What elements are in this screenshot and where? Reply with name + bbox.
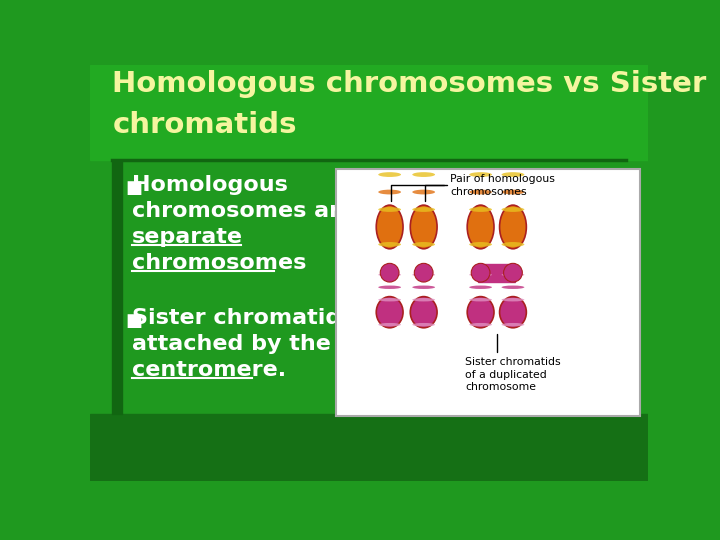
Ellipse shape [410, 205, 437, 249]
Bar [90, 414, 648, 481]
Ellipse shape [467, 205, 494, 249]
Text: Homologous chromosomes vs Sister: Homologous chromosomes vs Sister [112, 70, 706, 98]
Ellipse shape [469, 242, 492, 247]
Text: ■: ■ [125, 312, 142, 330]
Ellipse shape [413, 310, 435, 314]
Ellipse shape [469, 207, 492, 212]
Ellipse shape [469, 310, 492, 314]
Ellipse shape [469, 190, 492, 194]
Ellipse shape [502, 225, 524, 230]
Ellipse shape [500, 205, 526, 249]
Text: Pair of homologous
chromosomes: Pair of homologous chromosomes [392, 174, 555, 201]
Bar [112, 160, 122, 414]
Ellipse shape [378, 286, 401, 289]
Bar [478, 264, 516, 282]
Ellipse shape [502, 286, 524, 289]
Ellipse shape [380, 264, 399, 282]
Ellipse shape [378, 172, 401, 177]
Ellipse shape [378, 310, 401, 314]
Ellipse shape [502, 242, 524, 247]
Ellipse shape [467, 296, 494, 328]
Ellipse shape [502, 273, 524, 276]
Ellipse shape [413, 242, 435, 247]
FancyBboxPatch shape [336, 168, 639, 416]
Text: centromere.: centromere. [132, 360, 286, 380]
Ellipse shape [410, 296, 437, 328]
Ellipse shape [502, 310, 524, 314]
Ellipse shape [471, 264, 490, 282]
Ellipse shape [502, 298, 524, 301]
Ellipse shape [469, 323, 492, 326]
Ellipse shape [377, 205, 403, 249]
Ellipse shape [377, 296, 403, 328]
Ellipse shape [469, 273, 492, 276]
Text: ■: ■ [125, 179, 142, 197]
Ellipse shape [413, 298, 435, 301]
Text: Homologous
chromosomes are: Homologous chromosomes are [132, 175, 355, 220]
Ellipse shape [469, 298, 492, 301]
Ellipse shape [413, 172, 435, 177]
Ellipse shape [469, 286, 492, 289]
Ellipse shape [378, 298, 401, 301]
Ellipse shape [414, 264, 433, 282]
Ellipse shape [413, 190, 435, 194]
Ellipse shape [502, 207, 524, 212]
Ellipse shape [413, 273, 435, 276]
Ellipse shape [469, 225, 492, 230]
Ellipse shape [378, 225, 401, 230]
Bar [90, 65, 648, 160]
Ellipse shape [502, 172, 524, 177]
Ellipse shape [413, 286, 435, 289]
Text: Sister chromatids are
attached by the: Sister chromatids are attached by the [132, 308, 403, 354]
Ellipse shape [502, 323, 524, 326]
Ellipse shape [413, 225, 435, 230]
Ellipse shape [378, 273, 401, 276]
Ellipse shape [503, 264, 522, 282]
Ellipse shape [502, 190, 524, 194]
Ellipse shape [500, 296, 526, 328]
Text: Sister chromatids
of a duplicated
chromosome: Sister chromatids of a duplicated chromo… [465, 334, 561, 392]
Ellipse shape [378, 323, 401, 326]
Ellipse shape [378, 207, 401, 212]
Text: separate
chromosomes: separate chromosomes [132, 227, 306, 273]
Ellipse shape [413, 207, 435, 212]
Text: chromatids: chromatids [112, 111, 297, 139]
Ellipse shape [378, 190, 401, 194]
Ellipse shape [378, 242, 401, 247]
Ellipse shape [469, 172, 492, 177]
Ellipse shape [413, 323, 435, 326]
